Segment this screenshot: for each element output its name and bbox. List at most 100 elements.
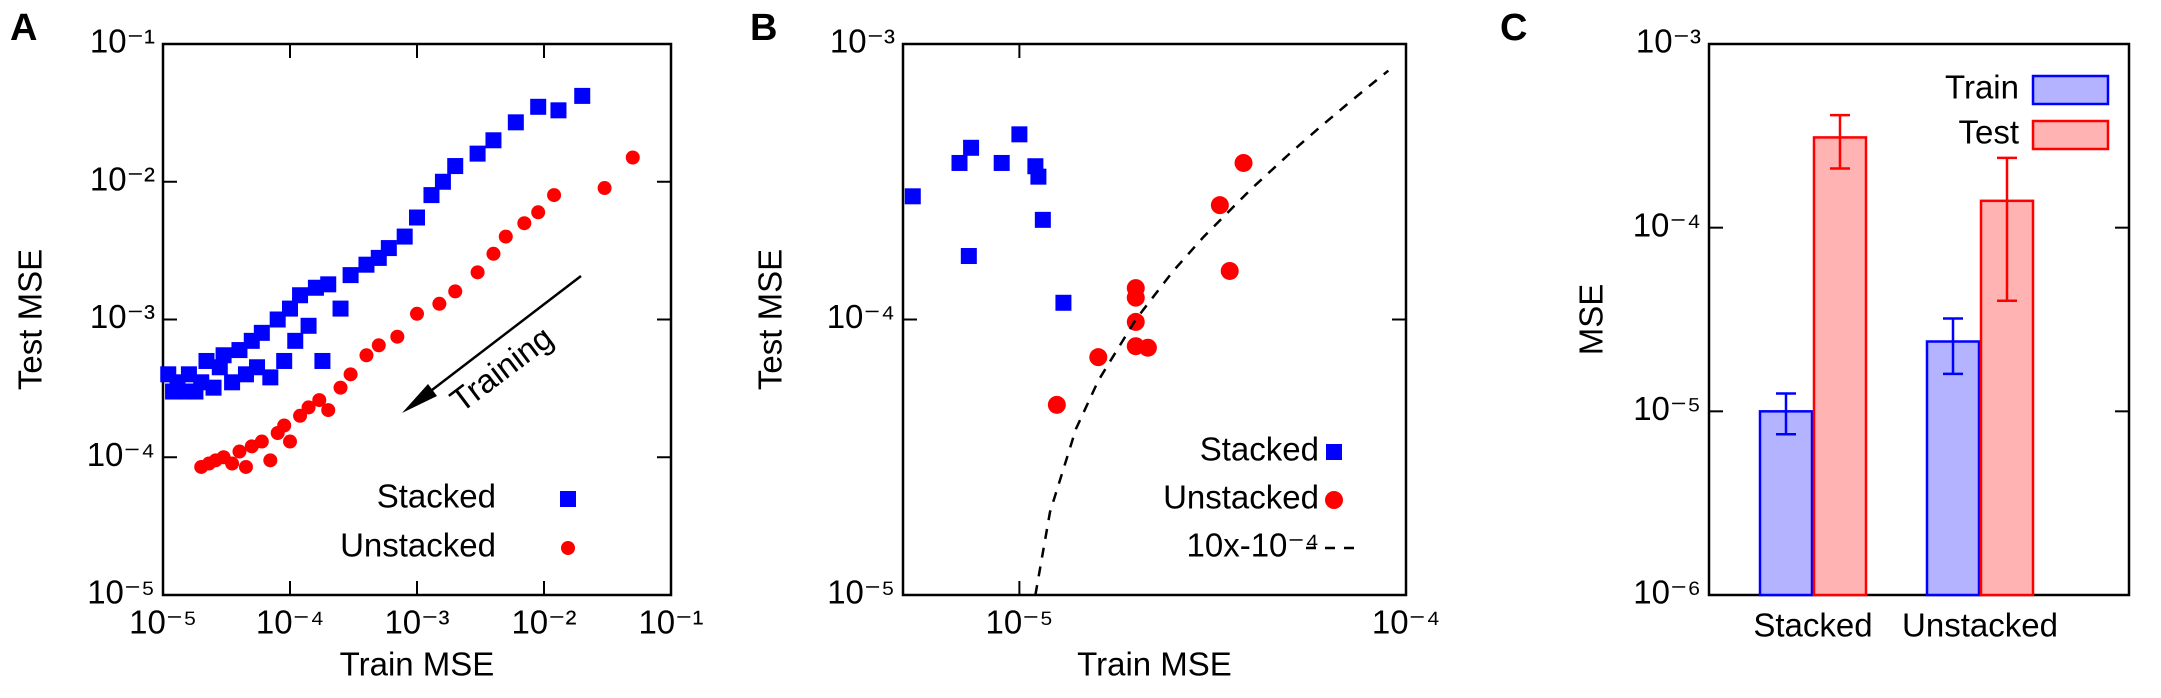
data-point bbox=[574, 87, 591, 104]
data-point bbox=[904, 188, 921, 205]
y-axis-label: Test MSE bbox=[12, 249, 49, 390]
data-point bbox=[314, 352, 331, 369]
arrow-shaft bbox=[414, 275, 582, 404]
data-point bbox=[993, 154, 1010, 171]
legend-marker bbox=[561, 541, 575, 555]
legend-label: Stacked bbox=[377, 478, 496, 515]
legend-label: Train bbox=[1945, 69, 2019, 106]
data-point bbox=[469, 145, 486, 162]
y-tick-label: 10⁻¹ bbox=[90, 23, 155, 60]
x-tick-label: Unstacked bbox=[1902, 607, 2058, 644]
data-point bbox=[301, 400, 316, 415]
data-point bbox=[238, 459, 253, 474]
data-point bbox=[485, 132, 502, 149]
data-point bbox=[342, 267, 359, 284]
data-point bbox=[253, 324, 270, 341]
data-point bbox=[321, 403, 336, 418]
data-point bbox=[211, 359, 228, 376]
panel-label: C bbox=[1500, 7, 1527, 49]
x-tick-label: 10⁻³ bbox=[384, 604, 449, 641]
x-tick-label: 10⁻⁵ bbox=[985, 604, 1053, 641]
data-point bbox=[410, 306, 424, 321]
legend-label: Stacked bbox=[1200, 431, 1319, 468]
data-point bbox=[486, 246, 501, 261]
data-point bbox=[1220, 261, 1239, 280]
data-point bbox=[231, 342, 248, 359]
y-tick-label: 10⁻³ bbox=[90, 298, 155, 335]
arrow-head bbox=[402, 384, 437, 413]
data-point bbox=[333, 380, 348, 395]
data-point bbox=[434, 173, 451, 190]
data-point bbox=[498, 229, 513, 244]
data-point bbox=[277, 418, 292, 433]
data-point bbox=[963, 139, 980, 156]
data-point bbox=[1034, 211, 1051, 228]
data-point bbox=[1234, 153, 1253, 172]
legend-marker bbox=[560, 491, 576, 507]
y-tick-label: 10⁻⁵ bbox=[87, 574, 155, 611]
data-point bbox=[550, 102, 567, 119]
data-point bbox=[180, 366, 197, 383]
data-point bbox=[1030, 168, 1047, 185]
data-point bbox=[224, 374, 241, 391]
y-axis-label: MSE bbox=[1573, 284, 1610, 356]
data-point bbox=[470, 265, 485, 280]
data-point bbox=[960, 248, 977, 265]
legend-marker bbox=[1326, 444, 1342, 460]
data-point bbox=[232, 444, 247, 459]
data-point bbox=[1011, 126, 1028, 143]
bar bbox=[1925, 340, 1981, 597]
data-point bbox=[447, 158, 464, 175]
data-point bbox=[1047, 395, 1066, 414]
plot-frame bbox=[901, 42, 1408, 597]
data-point bbox=[269, 311, 286, 328]
data-point bbox=[432, 296, 447, 311]
fit-line bbox=[1034, 69, 1390, 596]
data-point bbox=[332, 300, 349, 317]
data-point bbox=[300, 317, 317, 334]
data-point bbox=[262, 369, 279, 386]
data-point bbox=[517, 216, 532, 231]
panel-label: A bbox=[10, 7, 37, 49]
data-point bbox=[547, 188, 562, 203]
y-tick-label: 10⁻⁶ bbox=[1633, 574, 1701, 611]
data-point bbox=[530, 98, 547, 115]
data-point bbox=[625, 150, 640, 165]
data-point bbox=[215, 347, 232, 364]
data-point bbox=[205, 379, 222, 396]
y-tick-label: 10⁻⁴ bbox=[1633, 206, 1701, 243]
data-point bbox=[423, 187, 440, 204]
data-point bbox=[287, 332, 304, 349]
y-tick-label: 10⁻⁴ bbox=[87, 436, 155, 473]
data-point bbox=[343, 367, 358, 382]
x-axis-label: Train MSE bbox=[1077, 646, 1232, 683]
data-point bbox=[951, 154, 968, 171]
data-point bbox=[198, 352, 215, 369]
x-tick-label: 10⁻⁴ bbox=[256, 604, 324, 641]
data-point bbox=[282, 300, 298, 317]
data-point bbox=[312, 393, 327, 408]
data-point bbox=[380, 240, 397, 257]
data-point bbox=[225, 456, 240, 471]
x-tick-label: 10⁻¹ bbox=[638, 604, 703, 641]
data-point bbox=[371, 338, 386, 353]
legend-label: Unstacked bbox=[1163, 479, 1319, 516]
data-point bbox=[193, 374, 210, 391]
y-axis-label: Test MSE bbox=[752, 249, 789, 390]
y-tick-label: 10⁻⁵ bbox=[1633, 390, 1701, 427]
data-point bbox=[307, 279, 324, 296]
bar bbox=[1758, 410, 1814, 597]
data-point bbox=[292, 287, 309, 304]
data-point bbox=[276, 352, 293, 369]
data-point bbox=[597, 181, 612, 196]
x-axis-label: Train MSE bbox=[340, 646, 495, 683]
data-point bbox=[1210, 196, 1229, 215]
data-point bbox=[359, 348, 374, 363]
data-point bbox=[358, 256, 375, 273]
y-tick-label: 10⁻⁴ bbox=[827, 298, 895, 335]
data-point bbox=[283, 434, 297, 449]
panel-label: B bbox=[750, 7, 777, 49]
legend-swatch bbox=[2031, 119, 2110, 151]
data-point bbox=[390, 329, 405, 344]
data-point bbox=[1138, 338, 1157, 357]
